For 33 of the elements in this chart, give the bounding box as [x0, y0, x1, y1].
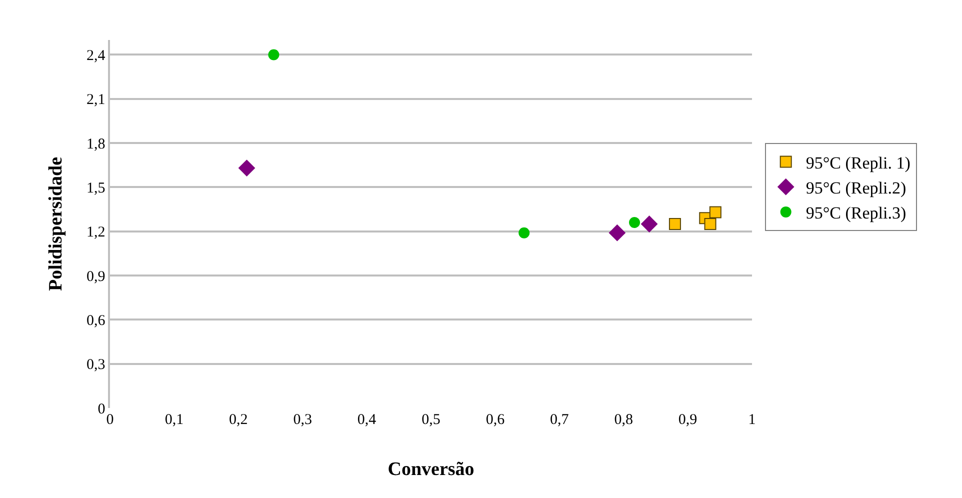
x-tick-label: 0,7: [550, 412, 570, 428]
point: [238, 160, 256, 177]
y-axis-title: Polidispersidade: [46, 156, 66, 292]
legend-label: 95°C (Repli. 1): [806, 153, 910, 172]
legend-label: 95°C (Repli.2): [806, 178, 906, 198]
point: [668, 218, 681, 230]
y-tick-label: 0,3: [86, 357, 106, 374]
y-tick-label: 1,2: [86, 224, 106, 241]
x-tick-label: 0,2: [229, 412, 248, 428]
x-tick-label: 0,6: [486, 412, 506, 428]
x-tick-label: 0,1: [164, 412, 184, 428]
point: [268, 49, 280, 60]
point: [608, 224, 626, 242]
y-tick-label: 2,1: [86, 92, 106, 108]
legend-label: 95°C (Repli.3): [806, 204, 906, 223]
y-tick-label: 0,9: [86, 268, 106, 285]
x-tick-label: 0,8: [614, 412, 633, 428]
y-tick-label: 1,8: [86, 136, 106, 152]
x-tick-label: 0,4: [357, 412, 377, 428]
point: [704, 218, 716, 230]
point: [640, 216, 658, 232]
x-tick-label: 0,3: [293, 412, 312, 428]
point: [518, 227, 530, 238]
y-tick-label: 2,4: [86, 48, 106, 64]
x-axis-title: Conversão: [388, 459, 474, 480]
y-tick-label: 0,6: [86, 312, 106, 329]
x-tick-label: 0,5: [422, 412, 440, 428]
y-tick-label: 0: [98, 401, 106, 418]
point: [709, 206, 722, 218]
point: [629, 217, 640, 228]
x-tick-label: 0,9: [678, 412, 698, 428]
y-tick-label: 1,5: [86, 180, 106, 196]
x-tick-label: 1: [748, 412, 756, 428]
